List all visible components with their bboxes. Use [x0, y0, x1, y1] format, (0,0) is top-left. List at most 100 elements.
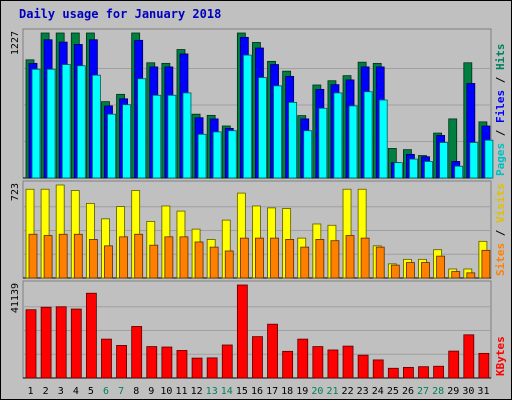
bar-sites-day-22: [345, 235, 355, 279]
bar-sites-day-9: [149, 244, 159, 279]
bar-pages-day-1: [31, 68, 41, 179]
bar-kbytes-day-1: [25, 309, 37, 379]
x-tick-label: 13: [206, 386, 218, 397]
bar-kbytes-day-3: [55, 306, 67, 379]
bar-sites-day-6: [104, 245, 113, 279]
legend-entry: /: [494, 123, 507, 143]
x-tick-label: 4: [73, 386, 79, 397]
bar-pages-day-15: [242, 54, 252, 179]
bar-pages-day-10: [167, 94, 177, 179]
bar-kbytes-day-20: [312, 346, 324, 379]
bar-sites-day-31: [481, 249, 491, 279]
bar-kbytes-day-26: [403, 366, 414, 379]
panel-top-max-label: 1227: [10, 31, 21, 55]
bar-pages-day-31: [484, 139, 494, 179]
x-tick-label: 18: [281, 386, 293, 397]
bar-pages-day-17: [273, 85, 282, 179]
bar-pages-day-26: [409, 158, 418, 179]
legend-entry: KBytes: [494, 336, 507, 376]
bar-pages-day-29: [454, 165, 464, 179]
bar-sites-day-29: [451, 271, 461, 279]
x-tick-label: 10: [160, 386, 172, 397]
bar-sites-day-14: [224, 250, 234, 279]
bar-sites-day-28: [436, 255, 446, 279]
panel-middle-legend: Sites / Visits: [494, 183, 507, 276]
bar-pages-day-30: [469, 142, 479, 179]
bar-pages-day-7: [122, 104, 131, 179]
bar-kbytes-day-30: [463, 334, 475, 379]
bar-pages-day-20: [318, 107, 328, 179]
bar-kbytes-day-24: [372, 359, 384, 379]
x-tick-label: 15: [236, 386, 248, 397]
legend-entry: Visits: [494, 183, 507, 223]
x-tick-label: 20: [311, 386, 323, 397]
legend-entry: Hits: [494, 44, 507, 71]
bar-kbytes-day-11: [176, 350, 188, 379]
bar-kbytes-day-28: [433, 365, 445, 379]
bar-pages-day-2: [46, 68, 56, 179]
bar-kbytes-day-8: [131, 326, 143, 379]
chart-title: Daily usage for January 2018: [19, 7, 221, 21]
bar-kbytes-day-18: [282, 350, 294, 379]
bar-sites-day-21: [330, 240, 340, 279]
bar-pages-day-22: [348, 105, 358, 179]
x-tick-label: 3: [58, 386, 64, 397]
bar-pages-day-12: [197, 133, 207, 179]
bar-sites-day-18: [285, 239, 295, 279]
bar-kbytes-day-4: [70, 308, 82, 379]
bar-sites-day-19: [300, 246, 310, 279]
bar-sites-day-12: [194, 241, 204, 279]
x-tick-label: 31: [477, 386, 489, 397]
bar-kbytes-day-9: [146, 346, 158, 379]
x-tick-label: 24: [372, 386, 384, 397]
x-tick-label: 6: [103, 386, 109, 397]
bar-pages-day-13: [212, 131, 222, 179]
x-tick-label: 26: [402, 386, 414, 397]
bar-kbytes-day-27: [418, 366, 429, 379]
x-tick-label: 1: [28, 386, 34, 397]
bar-pages-day-23: [363, 91, 373, 179]
bar-sites-day-20: [315, 239, 325, 279]
bar-pages-day-25: [393, 162, 403, 179]
bar-sites-day-5: [88, 239, 98, 279]
bar-sites-day-27: [421, 262, 430, 279]
bar-sites-day-1: [28, 233, 38, 279]
bar-sites-day-17: [270, 237, 279, 279]
bar-pages-day-9: [152, 94, 162, 179]
x-tick-label: 25: [387, 386, 399, 397]
bar-pages-day-5: [91, 74, 101, 179]
panel-middle-max-label: 723: [10, 183, 21, 201]
bar-kbytes-day-22: [342, 345, 354, 379]
bar-kbytes-day-5: [85, 292, 97, 379]
x-tick-label: 23: [357, 386, 369, 397]
legend-entry: /: [494, 70, 507, 90]
bar-kbytes-day-6: [101, 338, 112, 379]
x-tick-label: 29: [447, 386, 459, 397]
bar-sites-day-2: [43, 235, 53, 279]
bar-kbytes-day-2: [40, 306, 52, 379]
bar-pages-day-18: [288, 101, 298, 179]
panel-bottom-legend: KBytes: [494, 336, 507, 376]
legend-entry: Pages: [494, 143, 507, 176]
bar-kbytes-day-23: [357, 354, 369, 379]
panel-middle: 723 Sites / Visits: [10, 180, 507, 279]
bar-kbytes-day-12: [191, 357, 203, 379]
bar-kbytes-day-31: [478, 352, 490, 379]
x-tick-label: 9: [148, 386, 154, 397]
bar-pages-day-6: [107, 113, 116, 179]
bar-pages-day-19: [303, 130, 313, 179]
bar-kbytes-day-25: [387, 367, 399, 379]
x-tick-label: 14: [221, 386, 233, 397]
bar-kbytes-day-13: [206, 357, 218, 379]
legend-entry: /: [494, 223, 507, 243]
x-tick-label: 28: [432, 386, 444, 397]
x-tick-label: 16: [251, 386, 263, 397]
x-tick-label: 21: [326, 386, 338, 397]
bar-kbytes-day-10: [161, 346, 173, 379]
bar-pages-day-14: [227, 130, 237, 179]
bar-kbytes-day-29: [448, 350, 460, 379]
x-tick-label: 30: [462, 386, 474, 397]
bar-kbytes-day-19: [297, 338, 309, 379]
